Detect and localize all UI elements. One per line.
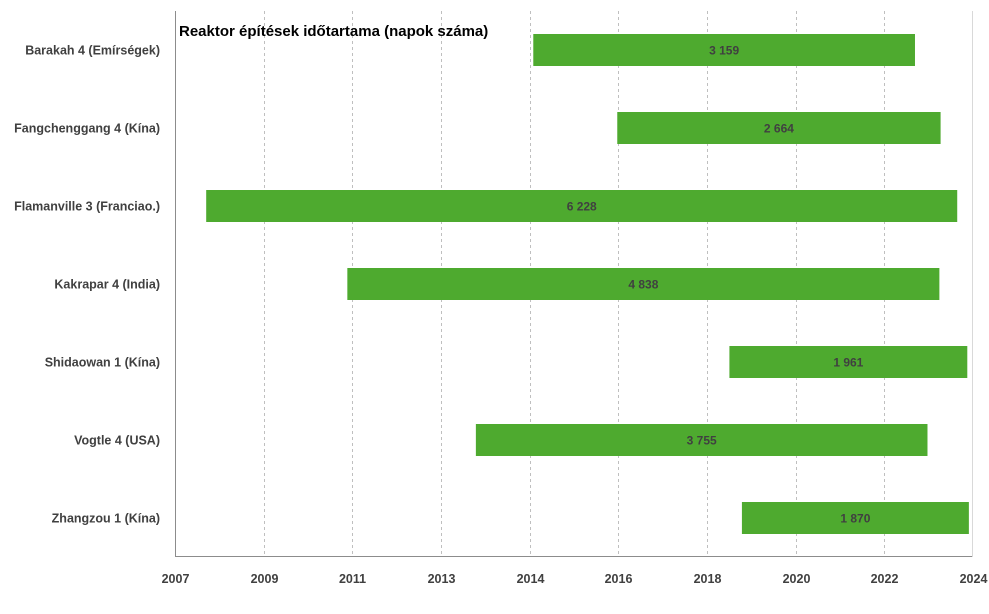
bar [347,268,940,300]
category-label: Kakrapar 4 (India) [54,278,160,292]
category-labels: Barakah 4 (Emírségek) Fangchenggang 4 (Kí… [14,44,160,526]
x-tick-label: 2007 [162,572,190,586]
category-label: Vogtle 4 (USA) [74,434,160,448]
bar-value-label: 6 228 [567,200,597,214]
category-label: Fangchenggang 4 (Kína) [14,122,160,136]
category-label: Shidaowan 1 (Kína) [45,356,160,370]
x-tick-label: 2018 [694,572,722,586]
bar-value-label: 3 159 [709,44,739,58]
bar-value-label: 1 961 [833,356,863,370]
bar [729,346,968,378]
bar [475,424,928,456]
x-tick-label: 2011 [339,572,366,586]
bar-value-label: 3 755 [687,434,717,448]
x-tick-label: 2013 [428,572,456,586]
bar-value-label: 4 838 [628,278,658,292]
category-label: Zhangzou 1 (Kína) [52,512,160,526]
bar [741,502,969,534]
bar [533,34,915,66]
x-tick-label: 2022 [871,572,899,586]
bar-value-label: 2 664 [764,122,794,136]
chart-title: Reaktor építések időtartama (napok száma… [179,23,488,40]
x-tick-label: 2020 [783,572,811,586]
x-tick-label: 2014 [517,572,545,586]
x-tick-label: 2016 [605,572,633,586]
category-label: Flamanville 3 (Franciao.) [14,200,160,214]
x-tick-labels: 2007 2009 2011 2013 2014 2016 2018 2020 2022 2024 [162,572,988,586]
bar [206,190,958,222]
x-tick-label: 2009 [251,572,279,586]
x-tick-label: 2024 [960,572,988,586]
category-label: Barakah 4 (Emírségek) [25,44,160,58]
axes [175,11,973,557]
bar-value-label: 1 870 [840,512,870,526]
bar [617,112,941,144]
bars: 3 159 2 664 6 228 4 838 1 961 3 755 1 870 [206,34,969,534]
